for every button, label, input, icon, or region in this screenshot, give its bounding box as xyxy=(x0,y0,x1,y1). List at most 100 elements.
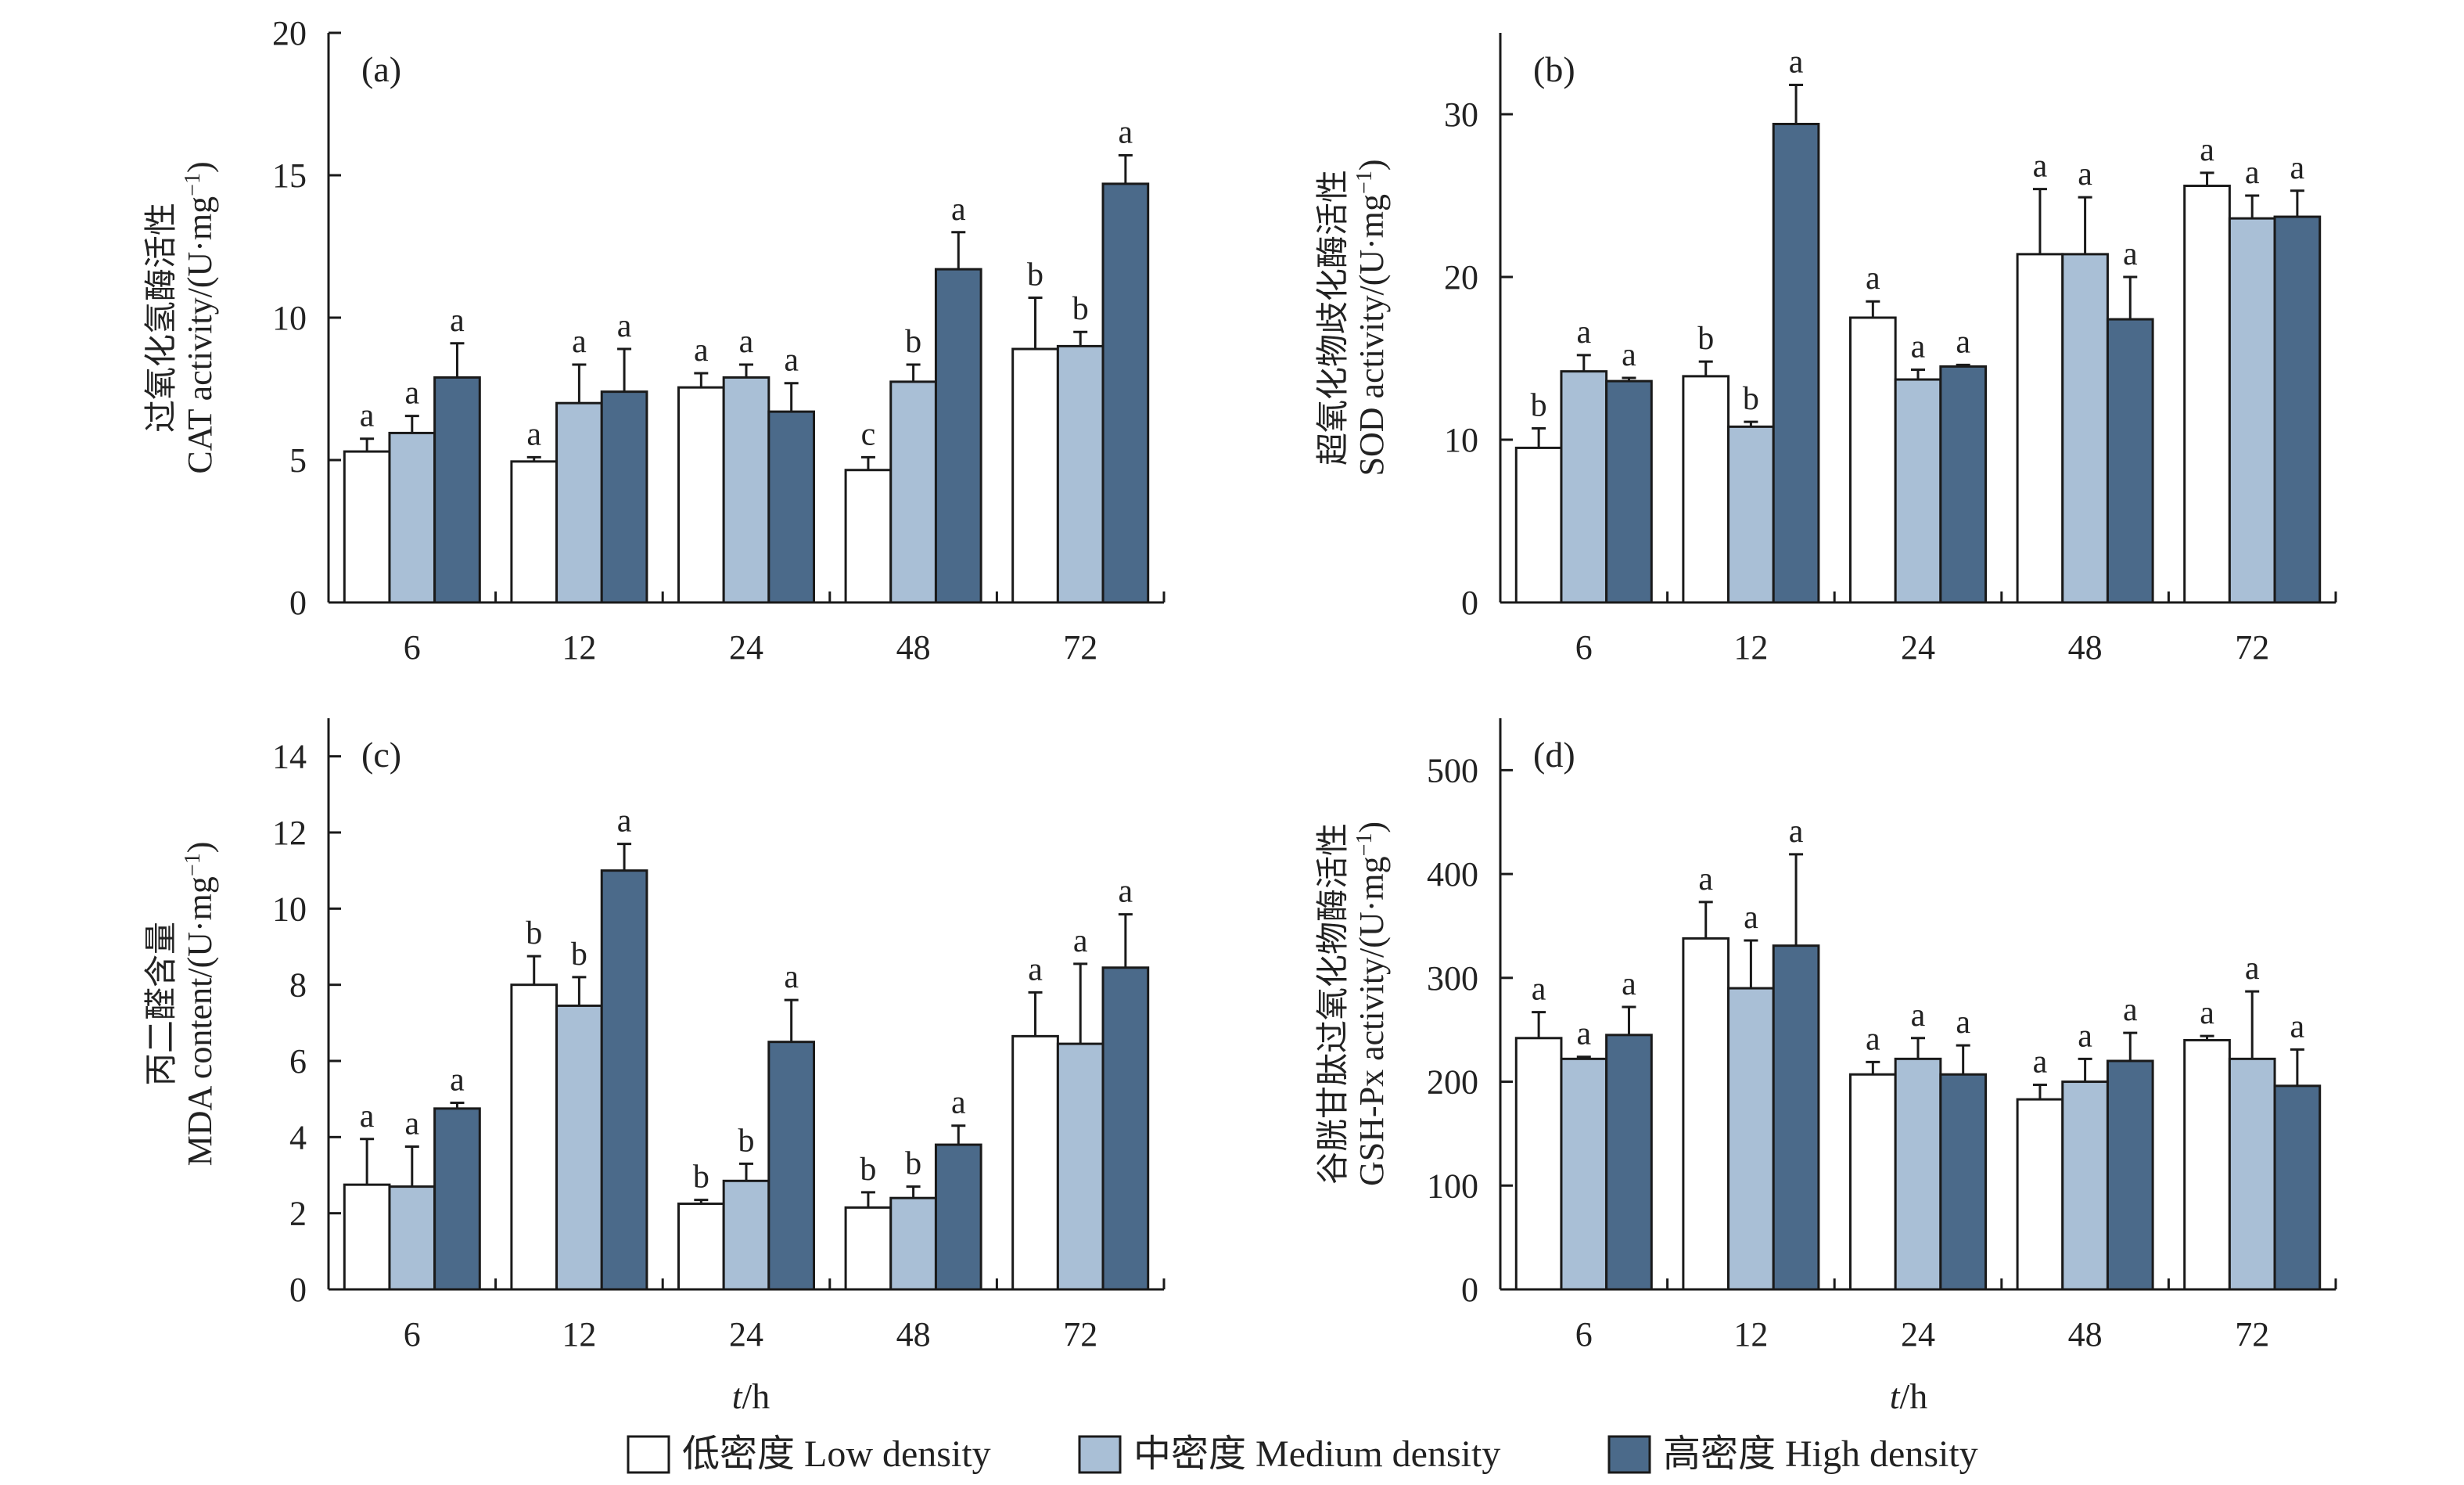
y-tick-label: 8 xyxy=(289,966,307,1005)
legend-swatch-medium xyxy=(1078,1435,1122,1474)
significance-letter: a xyxy=(2123,992,2138,1028)
x-tick-label: 6 xyxy=(1575,1315,1593,1354)
bar-c-low-12 xyxy=(510,983,559,1291)
bar-a-low-24 xyxy=(677,386,725,604)
bar-d-medium-48 xyxy=(2061,1080,2109,1291)
bar-d-high-24 xyxy=(1939,1073,1988,1291)
significance-letter: b xyxy=(1027,257,1043,293)
significance-letter: a xyxy=(1744,900,1758,936)
y-tick-label: 300 xyxy=(1427,959,1478,998)
bar-c-medium-12 xyxy=(555,1004,603,1291)
bar-a-high-12 xyxy=(600,390,648,604)
bar-c-high-24 xyxy=(767,1041,816,1291)
bar-d-medium-6 xyxy=(1560,1057,1608,1291)
panel-label: (b) xyxy=(1533,49,1575,89)
y-tick-label: 30 xyxy=(1444,95,1478,134)
x-tick-label: 72 xyxy=(1063,1315,1097,1354)
bar-c-low-72 xyxy=(1011,1034,1059,1291)
y-tick-label: 10 xyxy=(272,299,307,337)
x-tick-label: 72 xyxy=(1063,628,1097,667)
bar-c-low-24 xyxy=(677,1203,725,1291)
legend-swatch-high xyxy=(1607,1435,1651,1474)
x-tick-label: 48 xyxy=(896,1315,931,1354)
bar-d-low-6 xyxy=(1514,1037,1563,1291)
significance-letter: a xyxy=(1956,1005,1970,1041)
significance-letter: a xyxy=(404,1106,419,1142)
bar-d-high-48 xyxy=(2106,1059,2154,1291)
y-tick-label: 14 xyxy=(272,738,307,776)
significance-letter: a xyxy=(360,398,375,434)
significance-letter: a xyxy=(2200,132,2214,168)
significance-letter: a xyxy=(1956,324,1970,360)
bar-a-medium-48 xyxy=(889,380,937,604)
x-tick-label: 24 xyxy=(1901,628,1935,667)
significance-letter: a xyxy=(2033,1045,2048,1080)
significance-letter: b xyxy=(1531,387,1547,423)
significance-letter: a xyxy=(1911,329,1926,365)
y-tick-label: 20 xyxy=(1444,258,1478,297)
significance-letter: b xyxy=(860,1152,876,1188)
significance-letter: a xyxy=(572,324,587,360)
x-tick-label: 12 xyxy=(562,1315,596,1354)
significance-letter: a xyxy=(1119,115,1133,151)
significance-letter: a xyxy=(2245,951,2260,987)
y-tick-label: 400 xyxy=(1427,855,1478,894)
significance-letter: b xyxy=(571,937,587,973)
y-tick-label: 10 xyxy=(272,890,307,928)
bar-d-medium-72 xyxy=(2228,1057,2276,1291)
bar-a-low-6 xyxy=(343,450,391,604)
bar-b-medium-48 xyxy=(2061,253,2109,604)
bar-a-medium-24 xyxy=(722,376,770,604)
significance-letter: a xyxy=(2078,1018,2092,1054)
bar-a-low-72 xyxy=(1011,347,1059,604)
bar-d-low-48 xyxy=(2016,1098,2064,1291)
y-tick-label: 0 xyxy=(1461,584,1478,622)
bar-b-high-24 xyxy=(1939,365,1988,604)
y-tick-label: 12 xyxy=(272,814,307,852)
bar-a-high-48 xyxy=(934,268,982,604)
bar-c-medium-48 xyxy=(889,1196,937,1291)
bar-b-high-48 xyxy=(2106,318,2154,604)
significance-letter: a xyxy=(951,192,966,228)
bar-b-low-6 xyxy=(1514,446,1563,604)
y-tick-label: 200 xyxy=(1427,1063,1478,1102)
bar-c-medium-72 xyxy=(1056,1042,1104,1291)
y-axis-title-en: GSH-Px activity/(U·mg−1) xyxy=(1352,822,1392,1186)
bar-b-medium-6 xyxy=(1560,370,1608,604)
bar-a-high-72 xyxy=(1101,182,1150,604)
significance-letter: a xyxy=(1789,45,1804,81)
y-tick-label: 0 xyxy=(1461,1271,1478,1309)
significance-letter: a xyxy=(1119,874,1133,910)
significance-letter: a xyxy=(2033,149,2048,185)
y-tick-label: 4 xyxy=(289,1118,307,1156)
y-axis-title-en: SOD activity/(U·mg−1) xyxy=(1352,160,1392,476)
legend-label-low: 低密度 Low density xyxy=(682,1433,991,1475)
x-tick-label: 6 xyxy=(1575,628,1593,667)
x-tick-label: 6 xyxy=(404,628,421,667)
panel-label: (c) xyxy=(361,735,401,775)
bar-a-low-48 xyxy=(844,469,893,604)
bar-d-low-72 xyxy=(2183,1038,2231,1291)
bar-a-high-6 xyxy=(433,376,481,604)
significance-letter: a xyxy=(784,959,799,995)
significance-letter: b xyxy=(905,324,921,360)
bar-d-low-24 xyxy=(1848,1073,1897,1291)
x-tick-label: 12 xyxy=(562,628,596,667)
significance-letter: b xyxy=(1697,321,1714,357)
bar-a-medium-6 xyxy=(388,431,436,604)
significance-letter: a xyxy=(1073,923,1088,959)
x-tick-label: 72 xyxy=(2235,1315,2269,1354)
significance-letter: a xyxy=(694,333,709,369)
y-axis-title-cn: 过氧化氢酶活性 xyxy=(142,203,180,433)
significance-letter: a xyxy=(617,308,632,344)
bar-d-medium-12 xyxy=(1727,987,1775,1291)
bar-c-low-6 xyxy=(343,1183,391,1291)
legend-item-low: 低密度 Low density xyxy=(627,1433,991,1475)
bar-c-high-6 xyxy=(433,1107,481,1291)
significance-letter: a xyxy=(784,343,799,379)
x-tick-label: 48 xyxy=(896,628,931,667)
legend-label-medium: 中密度 Medium density xyxy=(1133,1433,1500,1475)
panel-b: 0 10 20 30 (b) 超氧化物歧化酶活性 SOD activity/(U·mg−1)… xyxy=(1313,33,2337,667)
